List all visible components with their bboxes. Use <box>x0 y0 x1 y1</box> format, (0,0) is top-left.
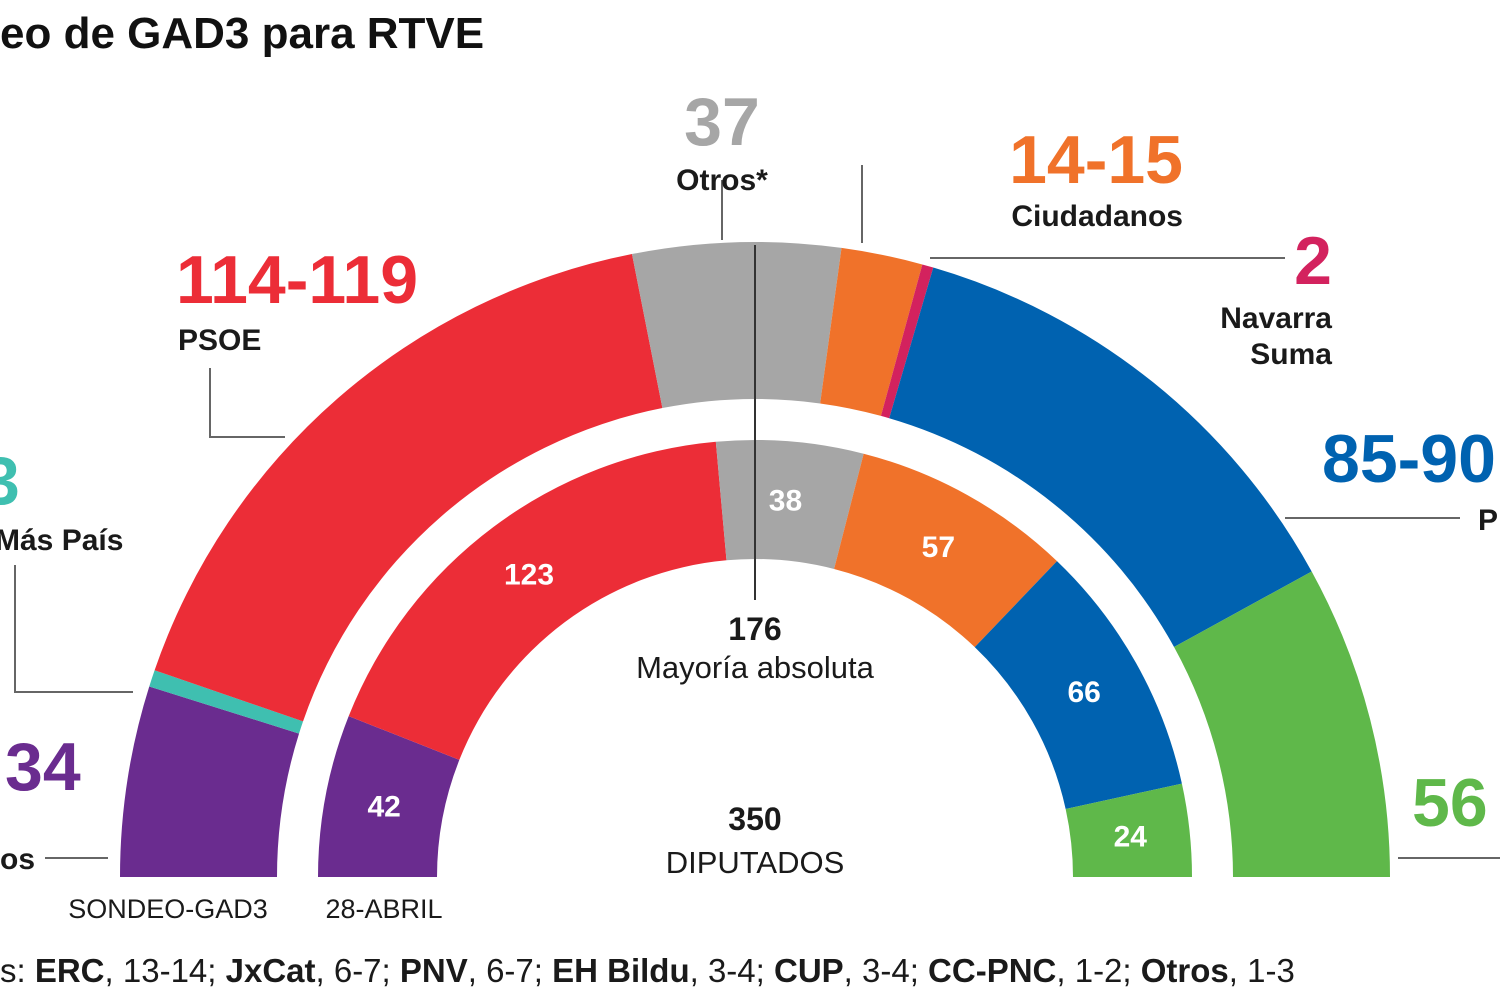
majority-label: Mayoría absoluta <box>636 650 875 685</box>
navarra-seats: 2 <box>1294 223 1332 299</box>
leader-maspais <box>14 565 133 693</box>
vox-seats: 56 <box>1412 765 1488 841</box>
footnote-part-14: , 1-3 <box>1229 952 1295 989</box>
majority-number: 176 <box>728 611 781 647</box>
inner-ring-segment-4 <box>974 561 1182 810</box>
footnote-part-5: PNV <box>400 952 468 989</box>
otros-label: Otros* <box>676 164 768 197</box>
ciudadanos-seats: 14-15 <box>1009 122 1183 198</box>
footnote-part-3: JxCat <box>226 952 316 989</box>
outer-ring-segment-7 <box>1174 571 1390 877</box>
inner-segment-label-4: 66 <box>1067 676 1100 709</box>
outer-ring-segment-5 <box>880 264 934 419</box>
psoe-seats: 114-119 <box>176 242 418 318</box>
outer-ring <box>120 242 1390 877</box>
psoe-label: PSOE <box>178 324 261 357</box>
outer-ring-segment-4 <box>820 247 923 416</box>
footnote: s: ERC, 13-14; JxCat, 6-7; PNV, 6-7; EH … <box>0 952 1295 989</box>
inner-segment-label-5: 24 <box>1114 820 1148 853</box>
maspais-label: Más País <box>0 524 123 557</box>
podemos-seats: 34 <box>5 729 81 805</box>
inner-ring-segment-0 <box>318 716 460 877</box>
inner-ring <box>318 440 1192 877</box>
inner-segment-label-0: 42 <box>367 790 400 823</box>
outer-ring-segment-2 <box>154 254 663 722</box>
outer-ring-label: SONDEO-GAD3 <box>68 894 268 924</box>
footnote-part-8: , 3-4; <box>690 952 774 989</box>
inner-ring-segment-2 <box>715 440 864 569</box>
outer-ring-segment-3 <box>631 242 842 409</box>
ciudadanos-label: Ciudadanos <box>1011 200 1183 233</box>
footnote-part-12: , 1-2; <box>1056 952 1140 989</box>
outer-ring-segment-6 <box>889 267 1312 648</box>
outer-ring-segment-1 <box>149 670 304 734</box>
pp-label: P <box>1478 504 1498 537</box>
footnote-part-10: , 3-4; <box>844 952 928 989</box>
navarra-label-line2: Suma <box>1250 338 1332 371</box>
navarra-label-line1: Navarra <box>1220 302 1332 335</box>
leader-psoe <box>209 368 285 438</box>
inner-segment-labels: 42 123 38 57 66 24 <box>367 485 1147 854</box>
total-label: DIPUTADOS <box>666 845 845 880</box>
inner-ring-label: 28-ABRIL <box>325 894 442 924</box>
footnote-part-6: , 6-7; <box>468 952 552 989</box>
footnote-part-2: , 13-14; <box>105 952 226 989</box>
maspais-seats: 3 <box>0 443 20 519</box>
inner-segment-label-1: 123 <box>504 559 554 592</box>
inner-segment-label-2: 38 <box>769 485 802 518</box>
footnote-part-11: CC-PNC <box>928 952 1056 989</box>
pp-seats: 85-90 <box>1322 421 1496 497</box>
footnote-part-9: CUP <box>774 952 844 989</box>
podemos-label: os <box>0 843 35 876</box>
total-number: 350 <box>728 801 781 837</box>
inner-segment-label-3: 57 <box>922 531 955 564</box>
footnote-part-1: ERC <box>35 952 105 989</box>
outer-ring-segment-0 <box>120 686 300 877</box>
footnote-part-0: s: <box>0 952 35 989</box>
inner-ring-segment-1 <box>348 441 727 760</box>
footnote-part-7: EH Bildu <box>552 952 690 989</box>
inner-ring-segment-5 <box>1065 783 1192 877</box>
chart-title: eo de GAD3 para RTVE <box>0 9 484 58</box>
footnote-part-13: Otros <box>1141 952 1229 989</box>
footnote-part-4: , 6-7; <box>316 952 400 989</box>
otros-seats: 37 <box>684 84 760 160</box>
inner-ring-segment-3 <box>834 453 1057 648</box>
